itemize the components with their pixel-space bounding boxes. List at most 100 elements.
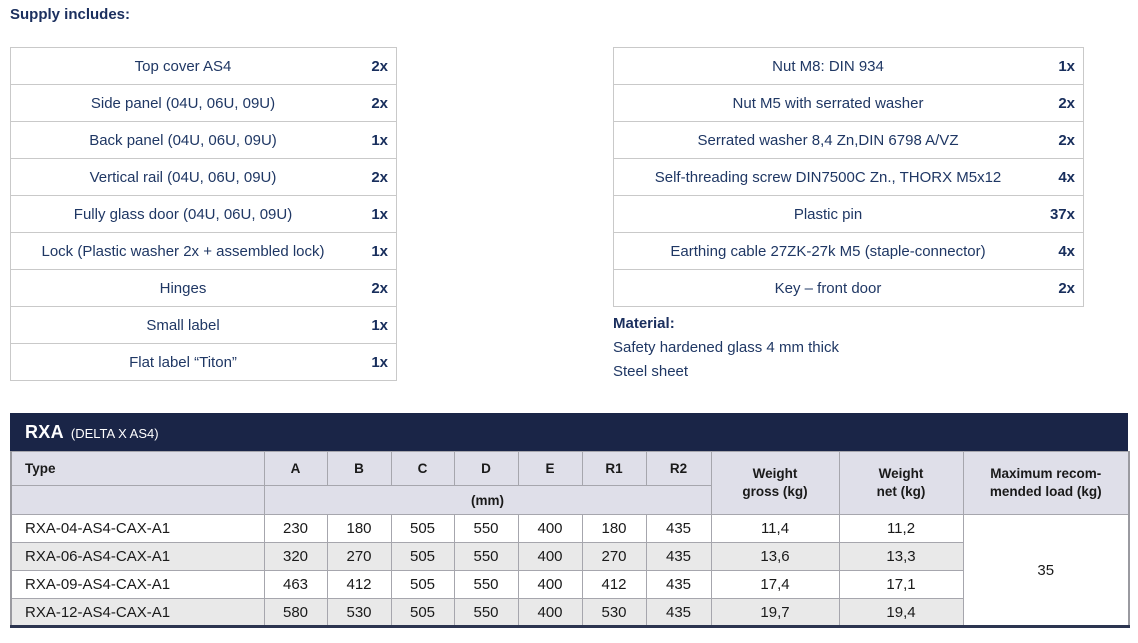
dim-cell: 550	[453, 514, 519, 543]
dim-cell: 435	[645, 542, 712, 571]
col-header-dim: B	[326, 451, 392, 486]
spec-data-row: RXA-06-AS4-CAX-A1 320 270 505 550 400 27…	[10, 542, 1129, 571]
supply-row: Serrated washer 8,4 Zn,DIN 6798 A/VZ 2x	[613, 121, 1084, 159]
supply-row: Vertical rail (04U, 06U, 09U) 2x	[10, 158, 397, 196]
item-label: Nut M8: DIN 934	[613, 47, 1040, 85]
supply-row: Fully glass door (04U, 06U, 09U) 1x	[10, 195, 397, 233]
weight-net-cell: 19,4	[838, 598, 964, 627]
dim-cell: 505	[390, 542, 455, 571]
item-label: Top cover AS4	[10, 47, 353, 85]
dim-cell: 180	[581, 514, 647, 543]
item-label: Vertical rail (04U, 06U, 09U)	[10, 158, 353, 196]
item-label: Small label	[10, 306, 353, 344]
header-line: Weight	[878, 465, 924, 481]
dim-cell: 320	[263, 542, 328, 571]
qty-value: 1x	[353, 195, 397, 233]
item-label: Serrated washer 8,4 Zn,DIN 6798 A/VZ	[613, 121, 1040, 159]
dim-cell: 435	[645, 514, 712, 543]
item-label: Fully glass door (04U, 06U, 09U)	[10, 195, 353, 233]
weight-gross-cell: 19,7	[710, 598, 840, 627]
dim-cell: 412	[581, 570, 647, 599]
supply-row: Plastic pin 37x	[613, 195, 1084, 233]
dim-cell: 550	[453, 598, 519, 627]
supply-row: Top cover AS4 2x	[10, 47, 397, 85]
weight-net-cell: 11,2	[838, 514, 964, 543]
spec-data-row: RXA-04-AS4-CAX-A1 230 180 505 550 400 18…	[10, 514, 1130, 627]
header-line: net (kg)	[876, 484, 926, 499]
dim-cell: 180	[326, 514, 392, 543]
qty-value: 1x	[353, 306, 397, 344]
weight-net-cell: 13,3	[838, 542, 964, 571]
item-label: Flat label “Titon”	[10, 343, 353, 381]
supply-row: Nut M5 with serrated washer 2x	[613, 84, 1084, 122]
qty-value: 1x	[1040, 47, 1084, 85]
weight-gross-cell: 13,6	[710, 542, 840, 571]
supply-table-left: Top cover AS4 2x Side panel (04U, 06U, 09…	[10, 47, 397, 381]
item-label: Self-threading screw DIN7500C Zn., THORX…	[613, 158, 1040, 196]
material-block: Material: Safety hardened glass 4 mm thi…	[613, 312, 839, 384]
item-label: Side panel (04U, 06U, 09U)	[10, 84, 353, 122]
qty-value: 4x	[1040, 158, 1084, 196]
item-label: Hinges	[10, 269, 353, 307]
supply-includes-heading: Supply includes:	[10, 6, 131, 23]
qty-value: 2x	[1040, 84, 1084, 122]
col-header-dim: E	[517, 451, 583, 486]
spec-header-row: Type A B C D E R1 R2 Weight gross (kg) We…	[10, 451, 1130, 515]
qty-value: 2x	[1040, 121, 1084, 159]
dim-cell: 580	[263, 598, 328, 627]
dim-cell: 435	[645, 570, 712, 599]
item-label: Lock (Plastic washer 2x + assembled lock…	[10, 232, 353, 270]
type-cell: RXA-09-AS4-CAX-A1	[10, 570, 265, 599]
col-header-dim: R2	[645, 451, 712, 486]
supply-row: Back panel (04U, 06U, 09U) 1x	[10, 121, 397, 159]
qty-value: 2x	[1040, 269, 1084, 307]
dim-cell: 505	[390, 598, 455, 627]
col-header-dim: D	[453, 451, 519, 486]
qty-value: 1x	[353, 343, 397, 381]
type-cell: RXA-12-AS4-CAX-A1	[10, 598, 265, 627]
col-header-dim: C	[390, 451, 455, 486]
weight-net-cell: 17,1	[838, 570, 964, 599]
header-line: mended load (kg)	[989, 484, 1102, 499]
type-cell: RXA-06-AS4-CAX-A1	[10, 542, 265, 571]
item-label: Key – front door	[613, 269, 1040, 307]
dim-cell: 530	[581, 598, 647, 627]
dim-cell: 400	[517, 570, 583, 599]
dim-cell: 463	[263, 570, 328, 599]
supply-table-right: Nut M8: DIN 934 1x Nut M5 with serrated w…	[613, 47, 1084, 307]
qty-value: 2x	[353, 269, 397, 307]
dim-cell: 550	[453, 570, 519, 599]
spec-table-titlebar: RXA (DELTA X AS4)	[10, 413, 1128, 451]
dim-cell: 435	[645, 598, 712, 627]
supply-row: Flat label “Titon” 1x	[10, 343, 397, 381]
weight-gross-cell: 11,4	[710, 514, 840, 543]
col-header-dim: R1	[581, 451, 647, 486]
qty-value: 37x	[1040, 195, 1084, 233]
dim-cell: 530	[326, 598, 392, 627]
header-line: gross (kg)	[742, 484, 808, 499]
dim-cell: 550	[453, 542, 519, 571]
dim-cell: 505	[390, 514, 455, 543]
col-header-max-load: Maximum recom-mended load (kg)	[962, 451, 1130, 515]
supply-row: Side panel (04U, 06U, 09U) 2x	[10, 84, 397, 122]
supply-row: Earthing cable 27ZK-27k M5 (staple-conne…	[613, 232, 1084, 270]
supply-row: Key – front door 2x	[613, 269, 1084, 307]
header-line: Maximum recom-	[990, 465, 1102, 481]
unit-label: (mm)	[263, 485, 712, 515]
spec-grid: Type A B C D E R1 R2 Weight gross (kg) We…	[10, 451, 1130, 628]
supply-row: Nut M8: DIN 934 1x	[613, 47, 1084, 85]
item-label: Nut M5 with serrated washer	[613, 84, 1040, 122]
col-header-dim: A	[263, 451, 328, 486]
col-header-weight-net: Weight net (kg)	[838, 451, 964, 515]
material-line: Steel sheet	[613, 363, 689, 380]
material-heading: Material:	[613, 315, 675, 332]
type-cell: RXA-04-AS4-CAX-A1	[10, 514, 265, 543]
dim-cell: 270	[581, 542, 647, 571]
qty-value: 1x	[353, 232, 397, 270]
qty-value: 2x	[353, 158, 397, 196]
header-line: Weight	[752, 465, 798, 481]
supply-row: Hinges 2x	[10, 269, 397, 307]
supply-row: Self-threading screw DIN7500C Zn., THORX…	[613, 158, 1084, 196]
weight-gross-cell: 17,4	[710, 570, 840, 599]
